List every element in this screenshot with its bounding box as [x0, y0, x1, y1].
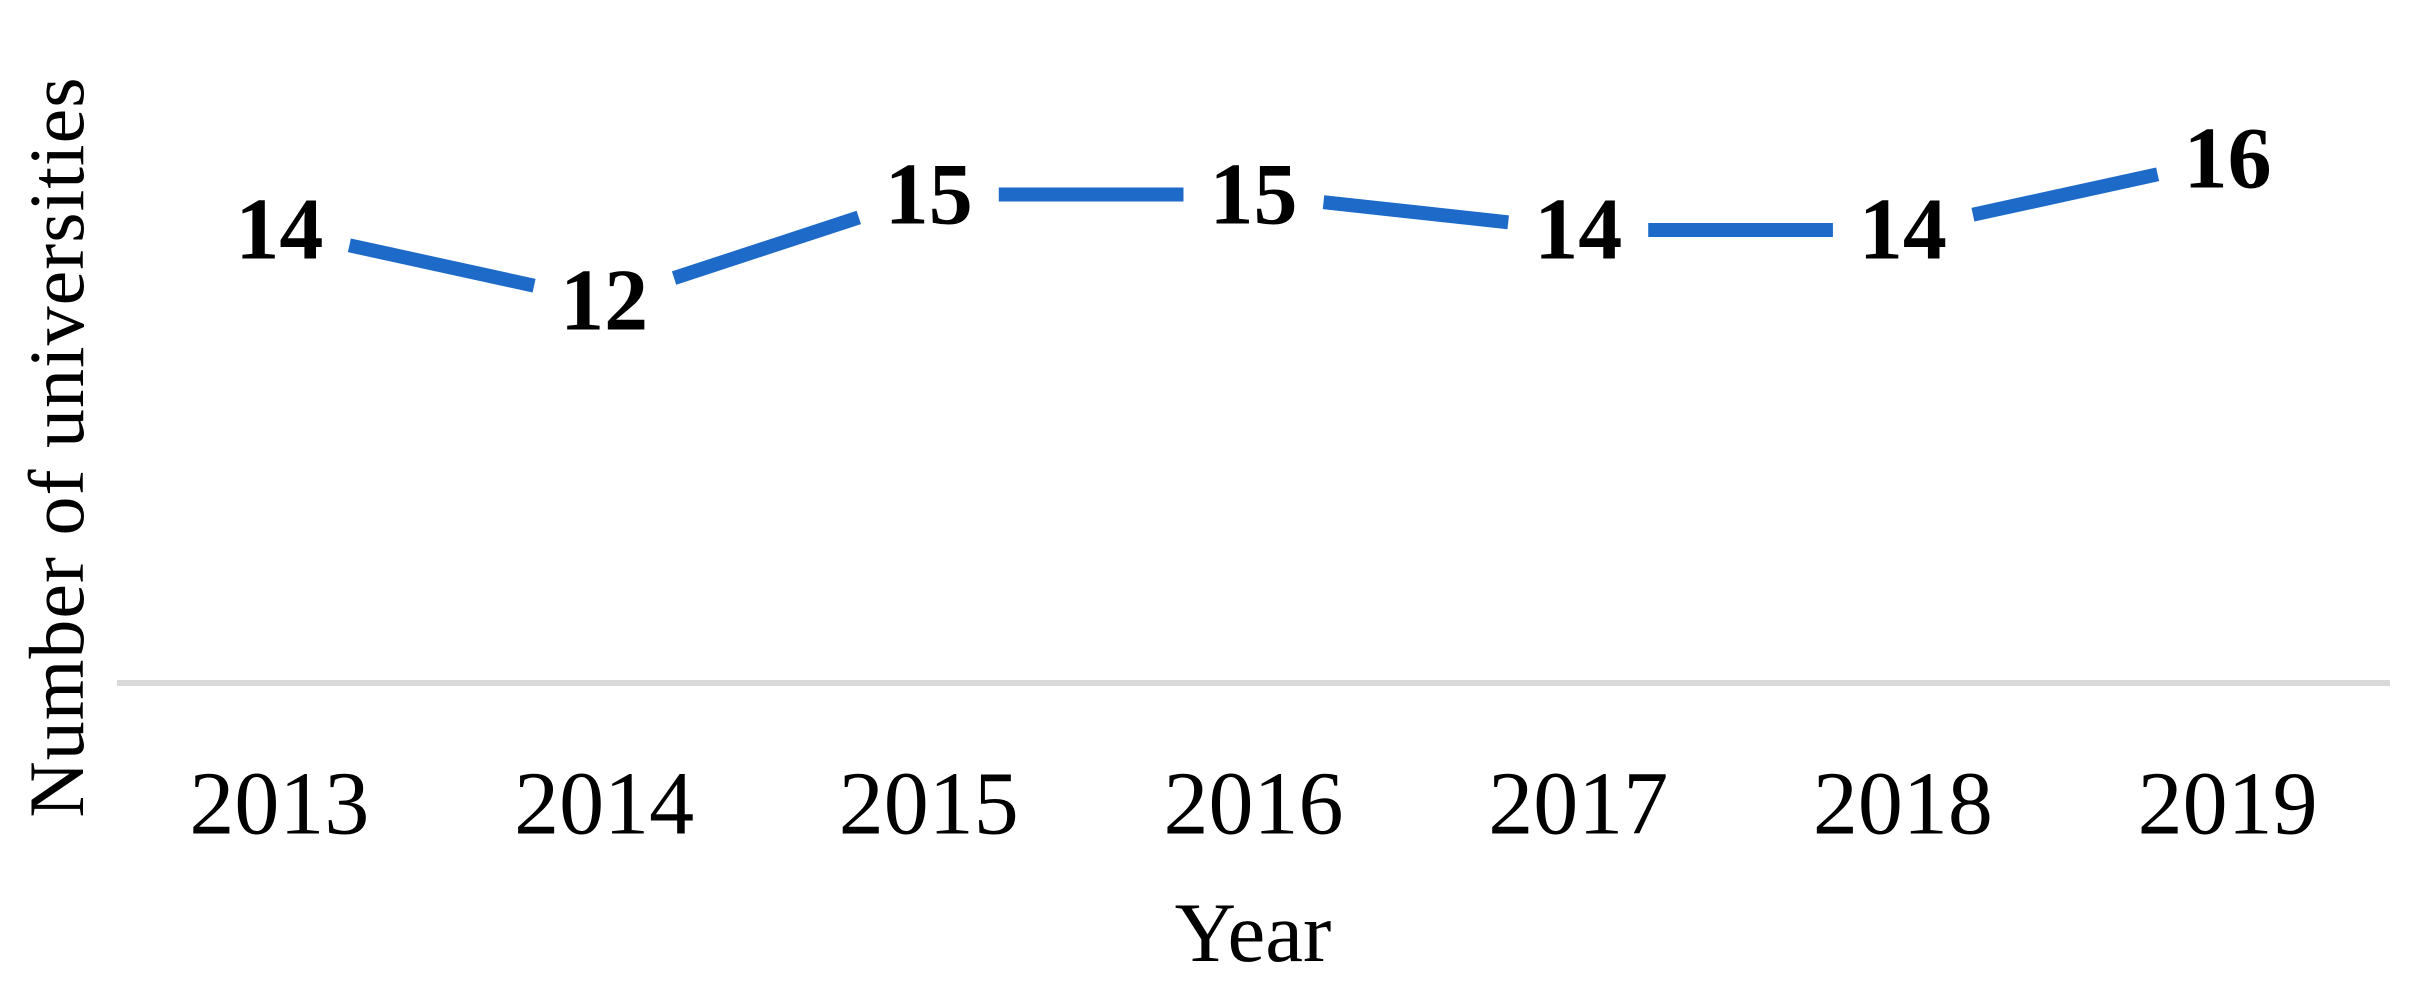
- data-label: 15: [1209, 146, 1298, 243]
- x-tick-label: 2019: [2137, 754, 2318, 854]
- line-segment: [1322, 195, 1509, 230]
- series-line-segments: [347, 167, 2160, 293]
- data-label: 14: [235, 181, 324, 279]
- data-label: 16: [2183, 110, 2272, 208]
- data-label: 14: [1534, 181, 1623, 279]
- x-tick-label: 2016: [1163, 754, 1344, 854]
- line-segment: [347, 238, 536, 293]
- x-axis-title: Year: [1174, 886, 1332, 980]
- data-label: 15: [884, 146, 973, 243]
- x-tick-label: 2015: [838, 754, 1019, 854]
- x-tick-label: 2014: [514, 754, 695, 854]
- x-tick-label: 2017: [1488, 754, 1669, 854]
- y-axis-title: Number of universities: [13, 76, 100, 818]
- data-label: 14: [1858, 181, 1947, 279]
- x-tick-label: 2013: [189, 754, 370, 854]
- line-segment: [1971, 167, 2160, 222]
- x-tick-label: 2018: [1812, 754, 1993, 854]
- data-label: 12: [560, 252, 649, 350]
- line-segment: [671, 210, 861, 285]
